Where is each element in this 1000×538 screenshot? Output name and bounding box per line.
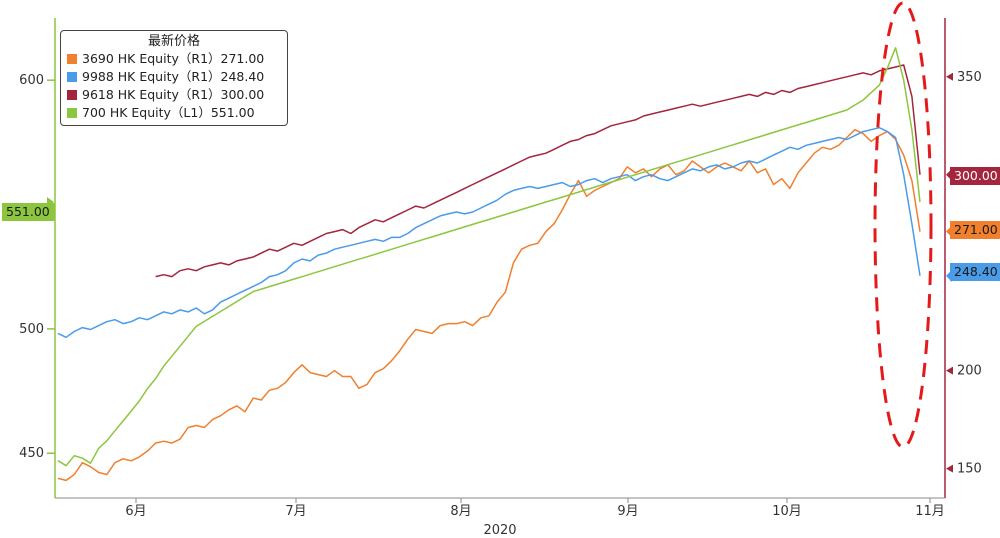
left-tick-label: 450 (19, 446, 44, 461)
series-line-9618 (155, 64, 921, 278)
legend-item-9618: 9618 HK Equity（R1）300.00 (67, 86, 281, 104)
legend-swatch-9988 (67, 72, 77, 82)
x-tick-label: 8月 (450, 504, 471, 519)
legend-label-3690: 3690 HK Equity（R1）271.00 (82, 51, 265, 66)
legend-swatch-3690 (67, 54, 77, 64)
series-layer (57, 47, 921, 482)
x-tick-label: 10月 (772, 504, 802, 519)
x-tick-label: 11月 (915, 504, 945, 519)
legend-title: 最新价格 (147, 34, 200, 49)
legend-swatch-9618 (67, 90, 77, 100)
legend-label-9988: 9988 HK Equity（R1）248.40 (82, 69, 265, 84)
series-line-9988 (57, 126, 921, 339)
right-axis-value-tag-9618: 300.00 (950, 167, 1000, 185)
legend-label-9618: 9618 HK Equity（R1）300.00 (82, 87, 265, 102)
legend-item-700: 700 HK Equity（L1）551.00 (67, 104, 281, 122)
left-tick-label: 600 (19, 73, 44, 88)
x-tick-label: 9月 (617, 504, 638, 519)
legend-item-9988: 9988 HK Equity（R1）248.40 (67, 68, 281, 86)
legend-swatch-700 (67, 108, 77, 118)
x-tick-label: 7月 (285, 504, 306, 519)
legend: 最新价格 3690 HK Equity（R1）271.00 9988 HK Eq… (60, 30, 288, 126)
right-axis-value-tag-9988: 248.40 (950, 263, 1000, 281)
highlight-ellipse (873, 1, 933, 449)
right-tick-mark (946, 72, 953, 81)
left-axis-value-tag-700: 551.00 (2, 203, 55, 221)
x-axis-title: 2020 (483, 523, 516, 538)
right-axis-value-tag-3690: 271.00 (950, 221, 1000, 239)
right-tick-label: 350 (957, 70, 982, 85)
series-line-700 (57, 47, 921, 467)
legend-label-700: 700 HK Equity（L1）551.00 (82, 105, 255, 120)
annotation-layer (873, 1, 933, 449)
right-tick-label: 150 (957, 462, 982, 477)
right-tick-label: 200 (957, 364, 982, 379)
series-line-3690 (57, 128, 921, 482)
x-tick-label: 6月 (125, 504, 146, 519)
right-tick-mark (946, 464, 953, 473)
right-tick-mark (946, 366, 953, 375)
left-tick-label: 500 (19, 322, 44, 337)
legend-item-3690: 3690 HK Equity（R1）271.00 (67, 50, 281, 68)
